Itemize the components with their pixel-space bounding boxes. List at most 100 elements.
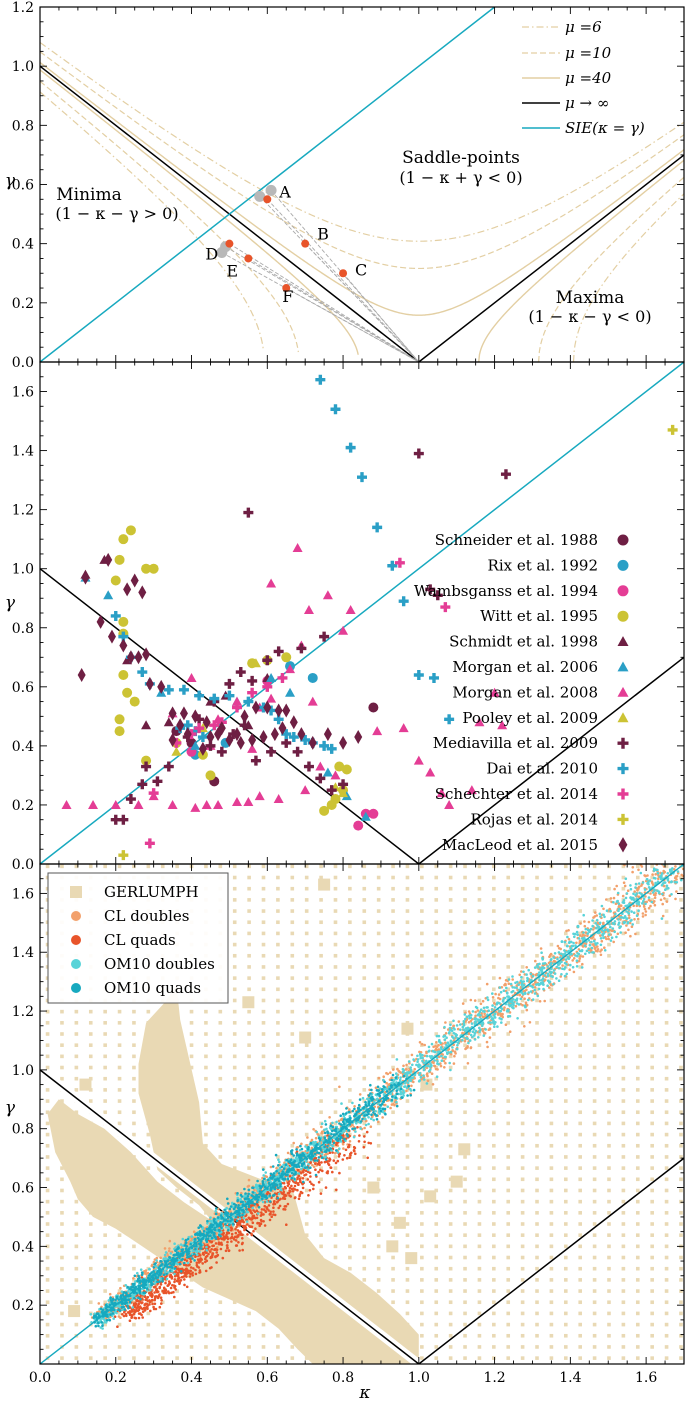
gerlumph-cell — [607, 1333, 611, 1338]
gerlumph-cell — [535, 1166, 539, 1170]
gerlumph-cell — [463, 1121, 467, 1126]
gerlumph-cell — [664, 1021, 669, 1025]
gerlumph-cell — [103, 1009, 107, 1014]
gerlumph-cell — [232, 1166, 237, 1170]
gerlumph-cell — [362, 965, 367, 969]
gerlumph-cell — [679, 920, 683, 925]
gerlumph-cell — [290, 1110, 295, 1115]
gerlumph-cell — [420, 987, 424, 992]
gerlumph-cell — [578, 875, 583, 880]
gerlumph-cell — [506, 920, 511, 925]
gerlumph-cell — [232, 875, 237, 880]
cl-quads-point — [225, 1244, 229, 1247]
gerlumph-cell — [391, 931, 395, 936]
cl-quads-point — [332, 1159, 336, 1162]
gerlumph-cell — [607, 1266, 611, 1271]
cl-quads-point — [198, 1270, 202, 1274]
gerlumph-cell — [175, 1300, 179, 1305]
gerlumph-cell — [405, 920, 410, 925]
gerlumph-cell — [290, 1356, 295, 1360]
mid-point-8 — [243, 507, 254, 518]
gerlumph-cell — [650, 864, 654, 869]
cl-quads-point — [297, 1183, 300, 1186]
gerlumph-cell — [405, 1132, 410, 1137]
mid-point-8 — [163, 761, 174, 772]
mid-point-6 — [231, 696, 242, 706]
gerlumph-cell — [189, 1278, 194, 1282]
gerlumph-cell — [189, 1322, 194, 1327]
cl-doubles-point — [613, 887, 616, 891]
mid-point-3 — [129, 696, 140, 707]
mid-point-10 — [144, 838, 155, 849]
gerlumph-cell — [564, 1021, 568, 1025]
gerlumph-cell — [175, 1289, 179, 1293]
gerlumph-cell — [650, 1009, 654, 1014]
mid-point-12 — [206, 730, 215, 745]
gerlumph-cell — [564, 1345, 568, 1349]
cl-quads-point — [285, 1223, 288, 1226]
cl-doubles-point — [437, 1043, 440, 1047]
gerlumph-cell — [506, 1065, 511, 1070]
cl-doubles-point — [467, 1021, 471, 1024]
gerlumph-cell — [261, 898, 266, 902]
gerlumph-cell — [276, 1110, 280, 1115]
gerlumph-cell — [520, 1032, 525, 1036]
gerlumph-cell — [218, 1356, 223, 1360]
gerlumph-cell — [650, 1211, 654, 1215]
cl-doubles-point — [567, 937, 571, 941]
gerlumph-cell — [391, 909, 395, 913]
gerlumph-cell — [506, 1278, 511, 1282]
gerlumph-cell — [549, 1166, 554, 1170]
mid-point-6 — [444, 799, 455, 809]
gerlumph-cell — [492, 1356, 496, 1360]
gerlumph-cell — [405, 1043, 410, 1047]
gerlumph-cell — [276, 875, 280, 880]
cl-quads-point — [338, 1171, 341, 1175]
gerlumph-cell — [635, 1244, 640, 1249]
gerlumph-cell — [635, 1076, 640, 1081]
gerlumph-cell — [232, 1054, 237, 1059]
gerlumph-cell — [506, 1244, 511, 1249]
gerlumph-cell — [635, 1043, 640, 1047]
gerlumph-cell — [319, 1188, 323, 1193]
gerlumph-cell — [549, 1345, 554, 1349]
gerlumph-cell — [535, 953, 539, 958]
cl-quads-point — [283, 1185, 287, 1189]
gerlumph-cell — [635, 931, 640, 936]
gerlumph-cell — [664, 1311, 669, 1316]
gerlumph-cell — [520, 1278, 525, 1282]
gerlumph-cell — [635, 1278, 640, 1282]
mid-point-8 — [319, 631, 330, 642]
gerlumph-cell — [621, 1188, 626, 1193]
gerlumph-cell — [635, 1345, 640, 1349]
cl-doubles-point — [464, 1047, 467, 1051]
gerlumph-cell — [261, 931, 266, 936]
gerlumph-cell — [261, 1043, 266, 1047]
cl-quads-point — [324, 1186, 328, 1189]
cl-doubles-point — [420, 1042, 424, 1046]
gerlumph-cell — [348, 898, 352, 902]
gerlumph-cell — [304, 1076, 309, 1081]
gerlumph-cell — [218, 1032, 223, 1036]
mid-point-1 — [307, 672, 318, 683]
mid-point-8 — [432, 590, 443, 601]
cl-doubles-point — [168, 1247, 171, 1250]
gerlumph-cell — [535, 1110, 539, 1115]
gerlumph-cell — [578, 1132, 583, 1137]
gerlumph-cell — [362, 976, 367, 980]
gerlumph-cell — [679, 875, 683, 880]
gerlumph-cell — [492, 1143, 496, 1148]
gerlumph-cell — [506, 1143, 511, 1148]
gerlumph-cell — [664, 1110, 669, 1115]
gerlumph-cell — [261, 1155, 266, 1159]
gerlumph-island — [68, 1305, 81, 1318]
gerlumph-cell — [276, 1345, 280, 1349]
gerlumph-cell — [535, 1177, 539, 1182]
gerlumph-cell — [650, 920, 654, 925]
cl-doubles-point — [612, 940, 615, 944]
gerlumph-cell — [679, 1333, 683, 1338]
gerlumph-cell — [592, 1177, 597, 1182]
cl-quads-point — [139, 1306, 143, 1310]
gerlumph-cell — [679, 1266, 683, 1271]
gerlumph-cell — [549, 1155, 554, 1159]
